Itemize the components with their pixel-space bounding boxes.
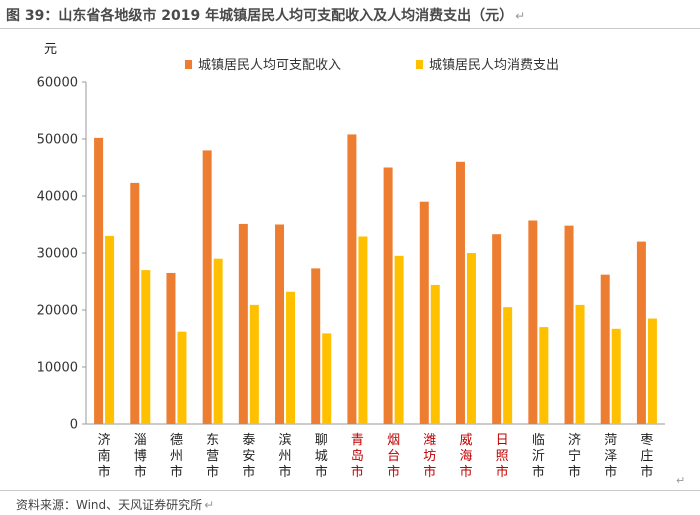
- category-label: 德州市: [170, 433, 183, 480]
- bar-income: [166, 272, 176, 424]
- bar-income: [636, 241, 646, 424]
- source-bar: 资料来源：Wind、天风证券研究所 ↵: [0, 490, 700, 515]
- bar-expense: [430, 284, 440, 424]
- category-label: 东营市: [206, 433, 219, 480]
- bar-income: [455, 161, 465, 425]
- figure-title-text: 图 39：山东省各地级市 2019 年城镇居民人均可支配收入及人均消费支出（元）: [6, 8, 514, 24]
- bar-chart: 元 0 10000 20000 30000 40000 50000 60000 城镇居民人均可支…: [37, 42, 665, 480]
- bar-expense: [358, 236, 368, 424]
- bar-income: [528, 220, 538, 424]
- legend-label-1: 城镇居民人均可支配收入: [198, 58, 341, 73]
- bar-income: [238, 223, 248, 424]
- legend-swatch-2: [416, 60, 423, 69]
- y-axis-title: 元: [44, 42, 57, 57]
- bar-income: [419, 201, 429, 424]
- figure-title: 图 39：山东省各地级市 2019 年城镇居民人均可支配收入及人均消费支出（元）…: [6, 5, 525, 25]
- y-tick-label: 60000: [37, 76, 78, 91]
- category-label: 淄博市: [134, 433, 147, 480]
- bar-income: [202, 150, 212, 424]
- category-label: 临沂市: [532, 433, 545, 480]
- category-label: 潍坊市: [423, 433, 436, 480]
- category-label: 菏泽市: [604, 433, 617, 480]
- bar-income: [347, 134, 357, 424]
- category-label: 青岛市: [351, 433, 364, 480]
- y-tick-label: 40000: [37, 190, 78, 205]
- source-label: 资料来源：Wind、天风证券研究所: [16, 498, 203, 512]
- legend-label-2: 城镇居民人均消费支出: [429, 58, 559, 73]
- bar-expense: [575, 304, 585, 424]
- bar-expense: [105, 235, 115, 424]
- bar-expense: [141, 270, 151, 424]
- bar-expense: [177, 331, 187, 424]
- bar-income: [564, 225, 574, 424]
- bar-income: [311, 268, 321, 424]
- bar-expense: [213, 258, 223, 424]
- category-label: 济南市: [98, 433, 111, 480]
- category-label: 枣庄市: [640, 433, 653, 480]
- y-tick-label: 50000: [37, 133, 78, 148]
- source-paragraph-mark: ↵: [204, 498, 215, 512]
- category-label: 泰安市: [242, 433, 255, 480]
- bar-expense: [286, 291, 296, 424]
- bar-income: [94, 137, 104, 425]
- category-label: 聊城市: [315, 433, 328, 480]
- source-text: 资料来源：Wind、天风证券研究所 ↵: [16, 496, 214, 513]
- bar-expense: [249, 304, 259, 424]
- bar-expense: [611, 328, 621, 424]
- y-tick-label: 20000: [37, 304, 78, 319]
- bar-expense: [466, 253, 476, 424]
- category-label: 日照市: [496, 433, 509, 480]
- category-label: 滨州市: [279, 432, 292, 480]
- paragraph-end-mark: ↵: [676, 474, 686, 487]
- title-bar: 图 39：山东省各地级市 2019 年城镇居民人均可支配收入及人均消费支出（元）…: [0, 0, 700, 29]
- y-tick-label: 0: [70, 418, 78, 433]
- bar-expense: [322, 333, 332, 424]
- category-label: 威海市: [459, 433, 472, 480]
- bar-income: [275, 224, 285, 424]
- paragraph-mark: ↵: [515, 9, 526, 23]
- category-label: 济宁市: [568, 433, 581, 480]
- bar-income: [383, 167, 393, 424]
- bar-expense: [539, 327, 549, 424]
- bar-expense: [503, 307, 513, 424]
- legend-swatch-1: [185, 60, 192, 69]
- bar-income: [130, 182, 140, 424]
- bar-income: [492, 234, 502, 424]
- bar-income: [600, 274, 610, 424]
- bar-expense: [647, 318, 657, 424]
- bar-expense: [394, 255, 404, 424]
- y-tick-label: 10000: [37, 361, 78, 376]
- category-label: 烟台市: [387, 433, 400, 480]
- y-tick-label: 30000: [37, 247, 78, 262]
